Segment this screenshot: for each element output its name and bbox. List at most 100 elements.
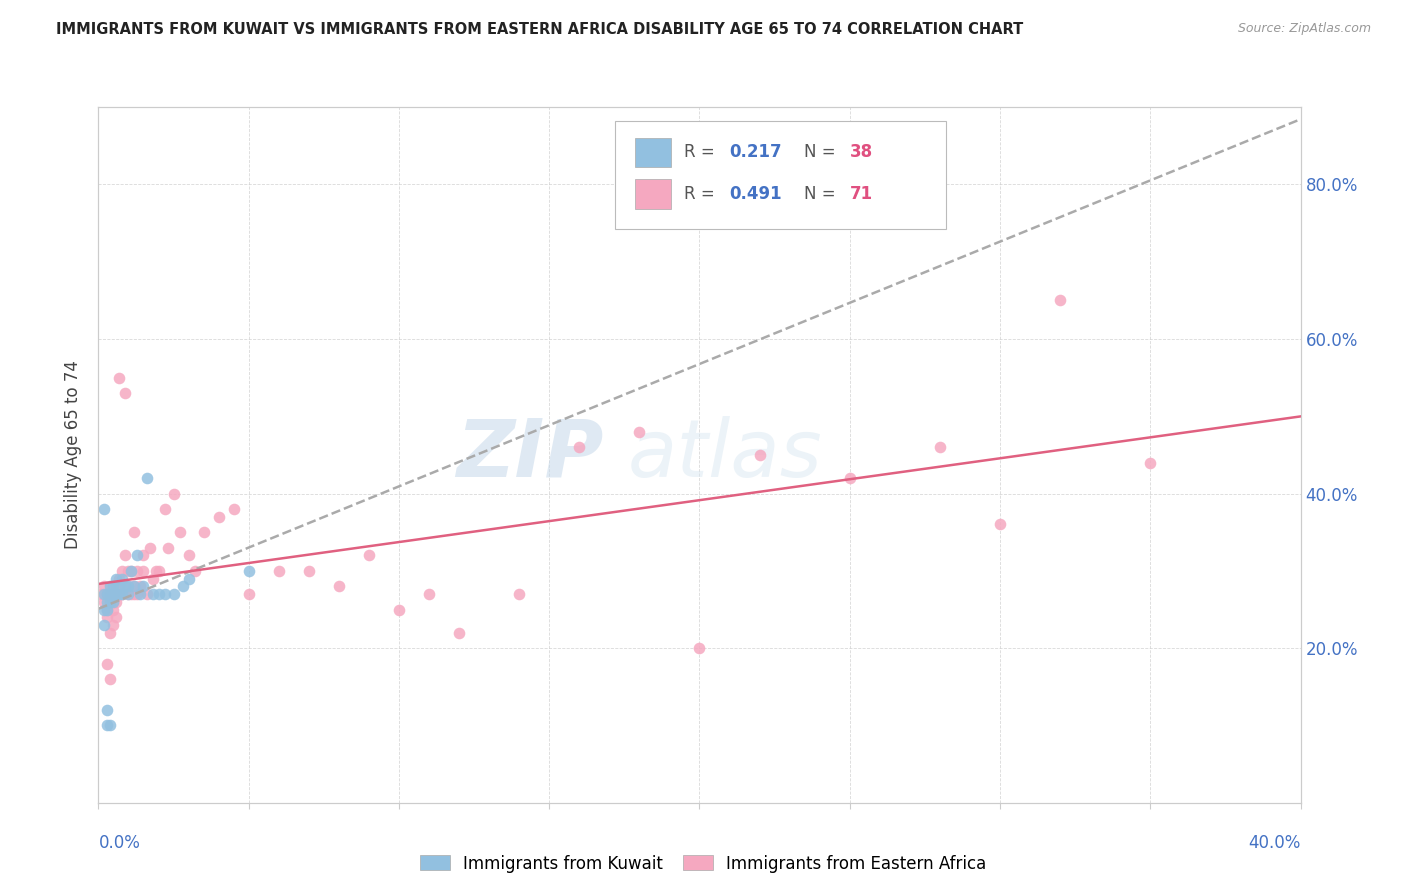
- Point: [177, 572, 200, 586]
- Point: [111, 572, 134, 586]
- Text: 0.217: 0.217: [730, 144, 782, 161]
- Text: 0.0%: 0.0%: [98, 834, 141, 852]
- Point: [100, 718, 122, 732]
- FancyBboxPatch shape: [634, 179, 671, 209]
- Point: [148, 564, 170, 578]
- Point: [141, 572, 163, 586]
- Point: [148, 587, 170, 601]
- Point: [114, 579, 136, 593]
- Point: [127, 564, 149, 578]
- Point: [103, 587, 125, 601]
- Text: 71: 71: [849, 185, 873, 203]
- Point: [108, 572, 131, 586]
- Point: [111, 587, 134, 601]
- Point: [90, 587, 112, 601]
- Point: [111, 587, 134, 601]
- Point: [93, 502, 115, 516]
- Point: [96, 595, 118, 609]
- Point: [298, 564, 321, 578]
- Point: [357, 549, 380, 563]
- Point: [267, 564, 290, 578]
- Point: [153, 502, 176, 516]
- Point: [121, 564, 143, 578]
- Point: [988, 517, 1011, 532]
- Point: [100, 625, 122, 640]
- Point: [162, 486, 184, 500]
- Text: N =: N =: [804, 144, 841, 161]
- Text: ZIP: ZIP: [456, 416, 603, 494]
- Point: [124, 579, 146, 593]
- Point: [117, 587, 139, 601]
- Text: 40.0%: 40.0%: [1249, 834, 1301, 852]
- Point: [748, 448, 770, 462]
- Point: [124, 525, 146, 540]
- Point: [105, 595, 128, 609]
- Point: [93, 602, 115, 616]
- Point: [103, 587, 125, 601]
- Point: [96, 610, 118, 624]
- Point: [100, 595, 122, 609]
- Point: [328, 579, 350, 593]
- Point: [127, 549, 149, 563]
- Point: [222, 502, 245, 516]
- Point: [105, 579, 128, 593]
- Point: [156, 541, 179, 555]
- Point: [103, 595, 125, 609]
- Point: [117, 587, 139, 601]
- Point: [114, 579, 136, 593]
- Point: [238, 564, 260, 578]
- Point: [108, 579, 131, 593]
- Point: [129, 579, 152, 593]
- Point: [132, 564, 155, 578]
- Legend: Immigrants from Kuwait, Immigrants from Eastern Africa: Immigrants from Kuwait, Immigrants from …: [413, 848, 993, 880]
- Text: R =: R =: [683, 144, 720, 161]
- Point: [100, 587, 122, 601]
- Text: 0.491: 0.491: [730, 185, 782, 203]
- Point: [96, 657, 118, 671]
- Point: [108, 587, 131, 601]
- Point: [418, 587, 440, 601]
- Point: [929, 440, 952, 454]
- Point: [117, 564, 139, 578]
- Point: [689, 641, 711, 656]
- Point: [177, 549, 200, 563]
- Point: [135, 471, 157, 485]
- FancyBboxPatch shape: [634, 137, 671, 167]
- Point: [208, 509, 231, 524]
- Point: [162, 587, 184, 601]
- Point: [117, 579, 139, 593]
- Text: Source: ZipAtlas.com: Source: ZipAtlas.com: [1237, 22, 1371, 36]
- Point: [96, 587, 118, 601]
- Point: [153, 587, 176, 601]
- Point: [105, 610, 128, 624]
- Y-axis label: Disability Age 65 to 74: Disability Age 65 to 74: [65, 360, 83, 549]
- Point: [193, 525, 215, 540]
- Point: [628, 425, 651, 439]
- Point: [129, 587, 152, 601]
- Point: [121, 564, 143, 578]
- Point: [141, 587, 163, 601]
- Text: IMMIGRANTS FROM KUWAIT VS IMMIGRANTS FROM EASTERN AFRICA DISABILITY AGE 65 TO 74: IMMIGRANTS FROM KUWAIT VS IMMIGRANTS FRO…: [56, 22, 1024, 37]
- Point: [1139, 456, 1161, 470]
- Point: [138, 541, 160, 555]
- Point: [121, 587, 143, 601]
- Point: [93, 595, 115, 609]
- Point: [96, 602, 118, 616]
- Text: R =: R =: [683, 185, 720, 203]
- Text: atlas: atlas: [627, 416, 823, 494]
- Point: [172, 579, 194, 593]
- Point: [96, 587, 118, 601]
- Point: [388, 602, 411, 616]
- Point: [838, 471, 860, 485]
- Point: [447, 625, 470, 640]
- Point: [135, 587, 157, 601]
- Point: [1049, 293, 1071, 308]
- Point: [100, 672, 122, 686]
- Point: [508, 587, 530, 601]
- Point: [124, 579, 146, 593]
- FancyBboxPatch shape: [616, 121, 946, 229]
- Point: [103, 595, 125, 609]
- Point: [103, 618, 125, 632]
- Point: [114, 549, 136, 563]
- Point: [93, 618, 115, 632]
